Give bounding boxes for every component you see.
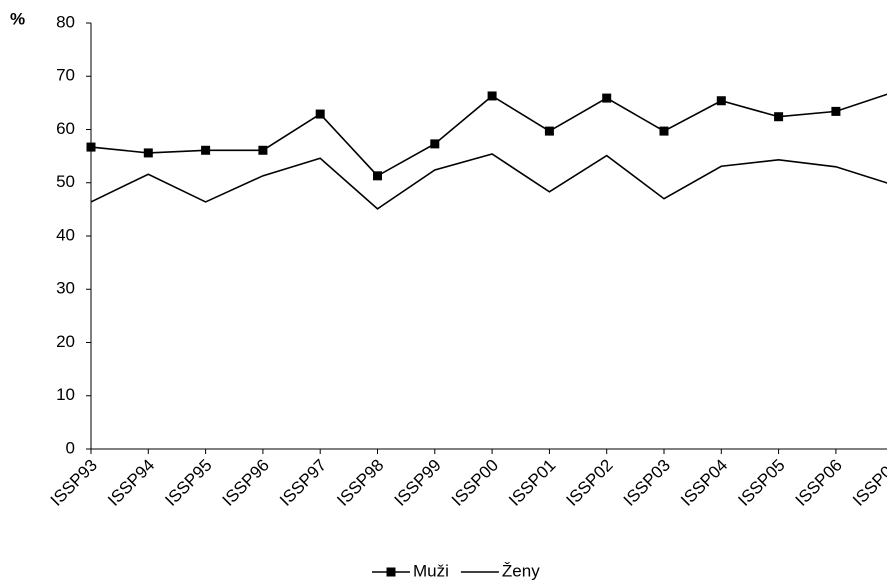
point-marker (373, 171, 382, 181)
point-marker (487, 91, 497, 101)
point-marker (315, 109, 325, 119)
x-tick-label: ISSP03 (620, 456, 674, 510)
y-tick-label: 40 (56, 225, 75, 244)
x-tick-label: ISSP00 (448, 456, 502, 510)
series-line (90, 93, 887, 177)
x-tick-label: ISSP01 (505, 456, 559, 510)
point-marker (659, 126, 669, 136)
point-marker (602, 93, 612, 103)
y-tick-label: 10 (56, 385, 75, 404)
y-tick-label: 0 (66, 438, 75, 457)
point-marker (716, 96, 726, 106)
x-tick-label: ISSP98 (333, 456, 387, 510)
x-tick-label: ISSP99 (391, 456, 445, 510)
point-marker (774, 112, 784, 122)
x-tick-label: ISSP05 (734, 456, 788, 510)
y-tick-label: 60 (56, 119, 75, 138)
y-tick-label: 70 (56, 66, 75, 85)
x-tick-label: ISSP97 (276, 456, 330, 510)
point-marker (86, 142, 96, 152)
y-tick-label: 30 (56, 279, 75, 298)
point-marker (430, 139, 440, 149)
point-marker (201, 145, 211, 155)
point-marker (831, 106, 841, 116)
x-tick-label: ISSP95 (161, 456, 215, 510)
y-tick-label: 20 (56, 332, 75, 351)
legend-label: Ženy (502, 561, 540, 580)
x-tick-label: ISSP94 (104, 456, 158, 510)
x-tick-label: ISSP08 (849, 456, 887, 510)
y-tick-label: 80 (56, 12, 75, 31)
x-tick-label: ISSP93 (47, 456, 101, 510)
point-marker (143, 148, 153, 158)
y-tick-label: 50 (56, 172, 75, 191)
legend-marker (386, 567, 396, 577)
point-marker (258, 145, 268, 155)
x-tick-label: ISSP02 (562, 456, 616, 510)
legend-label: Muži (413, 561, 449, 580)
x-tick-label: ISSP96 (219, 456, 273, 510)
point-marker (544, 126, 554, 136)
series-line (90, 153, 887, 210)
x-tick-label: ISSP06 (792, 456, 846, 510)
x-tick-label: ISSP04 (677, 456, 731, 510)
y-axis-label: % (10, 9, 25, 28)
